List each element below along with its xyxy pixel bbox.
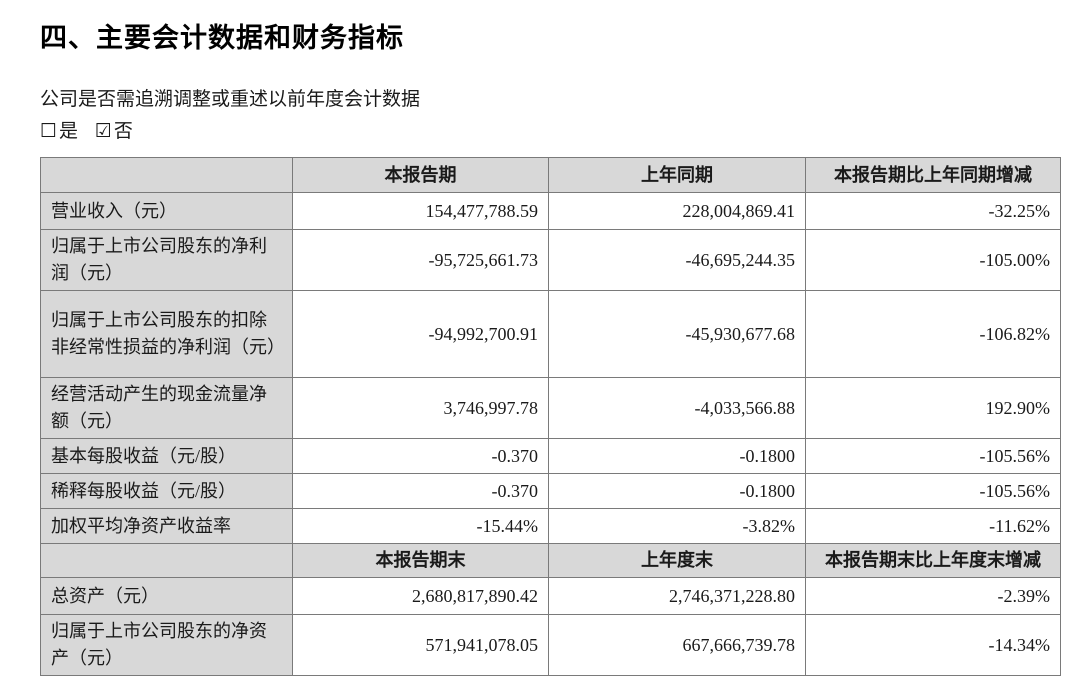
row-prior-value: -46,695,244.35 (548, 229, 806, 291)
row-prior-value: -3.82% (548, 508, 806, 544)
row-label: 归属于上市公司股东的净资产（元） (40, 614, 293, 676)
yearend-header-row: 本报告期末 上年度末 本报告期末比上年度末增减 (40, 543, 1061, 578)
table-row-weighted-roe: 加权平均净资产收益率 -15.44% -3.82% -11.62% (40, 508, 1061, 544)
period-header-change: 本报告期比上年同期增减 (805, 157, 1061, 193)
checkbox-unchecked-icon: ☐ (40, 120, 58, 142)
restate-option-no: ☑ 否 (94, 120, 133, 142)
period-header-prior: 上年同期 (548, 157, 806, 193)
row-change-value: -2.39% (805, 577, 1061, 615)
row-change-value: -105.56% (805, 473, 1061, 509)
row-change-value: -105.56% (805, 438, 1061, 474)
row-label: 经营活动产生的现金流量净额（元） (40, 377, 293, 439)
row-prior-value: -45,930,677.68 (548, 290, 806, 378)
row-label: 总资产（元） (40, 577, 293, 615)
row-label: 归属于上市公司股东的净利润（元） (40, 229, 293, 291)
row-label: 归属于上市公司股东的扣除非经常性损益的净利润（元） (40, 290, 293, 378)
table-row-operating-cash-flow: 经营活动产生的现金流量净额（元） 3,746,997.78 -4,033,566… (40, 377, 1061, 439)
row-prior-value: 228,004,869.41 (548, 192, 806, 230)
financial-indicators-table: 本报告期 上年同期 本报告期比上年同期增减 营业收入（元） 154,477,78… (40, 157, 1061, 676)
restate-option-yes: ☐ 是 (40, 120, 79, 142)
row-prior-value: -0.1800 (548, 473, 806, 509)
period-header-blank (40, 157, 293, 193)
restate-question: 公司是否需追溯调整或重述以前年度会计数据 (40, 89, 421, 110)
row-prior-value: 667,666,739.78 (548, 614, 806, 676)
table-row-total-assets: 总资产（元） 2,680,817,890.42 2,746,371,228.80… (40, 577, 1061, 615)
restate-option-yes-label: 是 (59, 121, 79, 142)
row-current-value: 2,680,817,890.42 (292, 577, 549, 615)
row-current-value: -94,992,700.91 (292, 290, 549, 378)
row-label: 基本每股收益（元/股） (40, 438, 293, 474)
table-row-revenue: 营业收入（元） 154,477,788.59 228,004,869.41 -3… (40, 192, 1061, 230)
row-prior-value: 2,746,371,228.80 (548, 577, 806, 615)
row-current-value: -0.370 (292, 438, 549, 474)
row-current-value: 154,477,788.59 (292, 192, 549, 230)
row-current-value: 571,941,078.05 (292, 614, 549, 676)
row-change-value: -14.34% (805, 614, 1061, 676)
row-current-value: -95,725,661.73 (292, 229, 549, 291)
row-label: 加权平均净资产收益率 (40, 508, 293, 544)
period-header-current: 本报告期 (292, 157, 549, 193)
restate-option-no-label: 否 (113, 121, 133, 142)
yearend-header-prior: 上年度末 (548, 543, 806, 578)
row-prior-value: -4,033,566.88 (548, 377, 806, 439)
checkbox-checked-icon: ☑ (94, 120, 112, 142)
row-current-value: 3,746,997.78 (292, 377, 549, 439)
row-prior-value: -0.1800 (548, 438, 806, 474)
row-change-value: -106.82% (805, 290, 1061, 378)
row-change-value: -105.00% (805, 229, 1061, 291)
restate-options: ☐ 是 ☑ 否 (40, 116, 145, 143)
row-change-value: 192.90% (805, 377, 1061, 439)
table-row-net-profit-excl-nonrecurring: 归属于上市公司股东的扣除非经常性损益的净利润（元） -94,992,700.91… (40, 290, 1061, 378)
yearend-header-blank (40, 543, 293, 578)
yearend-header-change: 本报告期末比上年度末增减 (805, 543, 1061, 578)
table-row-diluted-eps: 稀释每股收益（元/股） -0.370 -0.1800 -105.56% (40, 473, 1061, 509)
row-label: 营业收入（元） (40, 192, 293, 230)
yearend-header-current: 本报告期末 (292, 543, 549, 578)
section-title: 四、主要会计数据和财务指标 (40, 23, 404, 53)
table-row-net-profit: 归属于上市公司股东的净利润（元） -95,725,661.73 -46,695,… (40, 229, 1061, 291)
row-label: 稀释每股收益（元/股） (40, 473, 293, 509)
row-current-value: -0.370 (292, 473, 549, 509)
row-change-value: -32.25% (805, 192, 1061, 230)
table-row-net-assets: 归属于上市公司股东的净资产（元） 571,941,078.05 667,666,… (40, 614, 1061, 676)
row-change-value: -11.62% (805, 508, 1061, 544)
table-row-basic-eps: 基本每股收益（元/股） -0.370 -0.1800 -105.56% (40, 438, 1061, 474)
row-current-value: -15.44% (292, 508, 549, 544)
period-header-row: 本报告期 上年同期 本报告期比上年同期增减 (40, 157, 1061, 193)
